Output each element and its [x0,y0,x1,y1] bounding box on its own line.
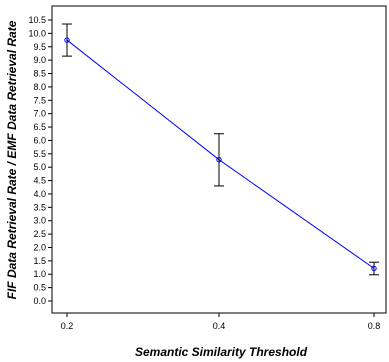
y-tick-label: 1.0 [33,269,46,279]
data-point [216,156,222,163]
error-bar [62,23,72,57]
series-line [66,39,375,269]
series-layer [62,23,379,276]
y-tick-label: 7.5 [33,95,46,105]
y-tick-label: 6.5 [33,122,46,132]
y-axis-title: FIF Data Retrieval Rate / EMF Data Retri… [5,20,19,299]
y-tick-label: 4.0 [33,189,46,199]
y-tick-label: 2.5 [33,229,46,239]
y-tick-label: 5.0 [33,162,46,172]
y-tick-label: 10.0 [28,28,46,38]
y-tick-label: 5.5 [33,149,46,159]
y-tick-label: 10.5 [28,15,46,25]
y-tick-label: 2.0 [33,242,46,252]
y-tick-label: 1.5 [33,256,46,266]
y-tick-label: 8.5 [33,69,46,79]
data-point [371,265,377,272]
y-tick-label: 7.0 [33,109,46,119]
y-tick-label: 9.0 [33,55,46,65]
x-axis: 0.2 0.4 0.8 [61,313,381,331]
y-axis: 0.0 0.5 1.0 1.5 2.0 2.5 3.0 3.5 4.0 4.5 5.0 5.5 6.0 6… [28,15,52,306]
x-tick-label: 0.2 [61,321,74,331]
x-axis-title: Semantic Similarity Threshold [135,345,308,359]
data-point [64,37,70,43]
y-tick-label: 3.0 [33,216,46,226]
y-tick-label: 4.5 [33,176,46,186]
y-tick-label: 9.5 [33,42,46,52]
y-tick-label: 0.0 [33,296,46,306]
x-tick-label: 0.4 [213,321,226,331]
y-tick-label: 0.5 [33,283,46,293]
error-bar [214,133,224,187]
y-tick-label: 3.5 [33,202,46,212]
y-tick-label: 8.0 [33,82,46,92]
x-tick-label: 0.8 [368,321,381,331]
error-bar [369,261,379,276]
y-tick-label: 6.0 [33,135,46,145]
